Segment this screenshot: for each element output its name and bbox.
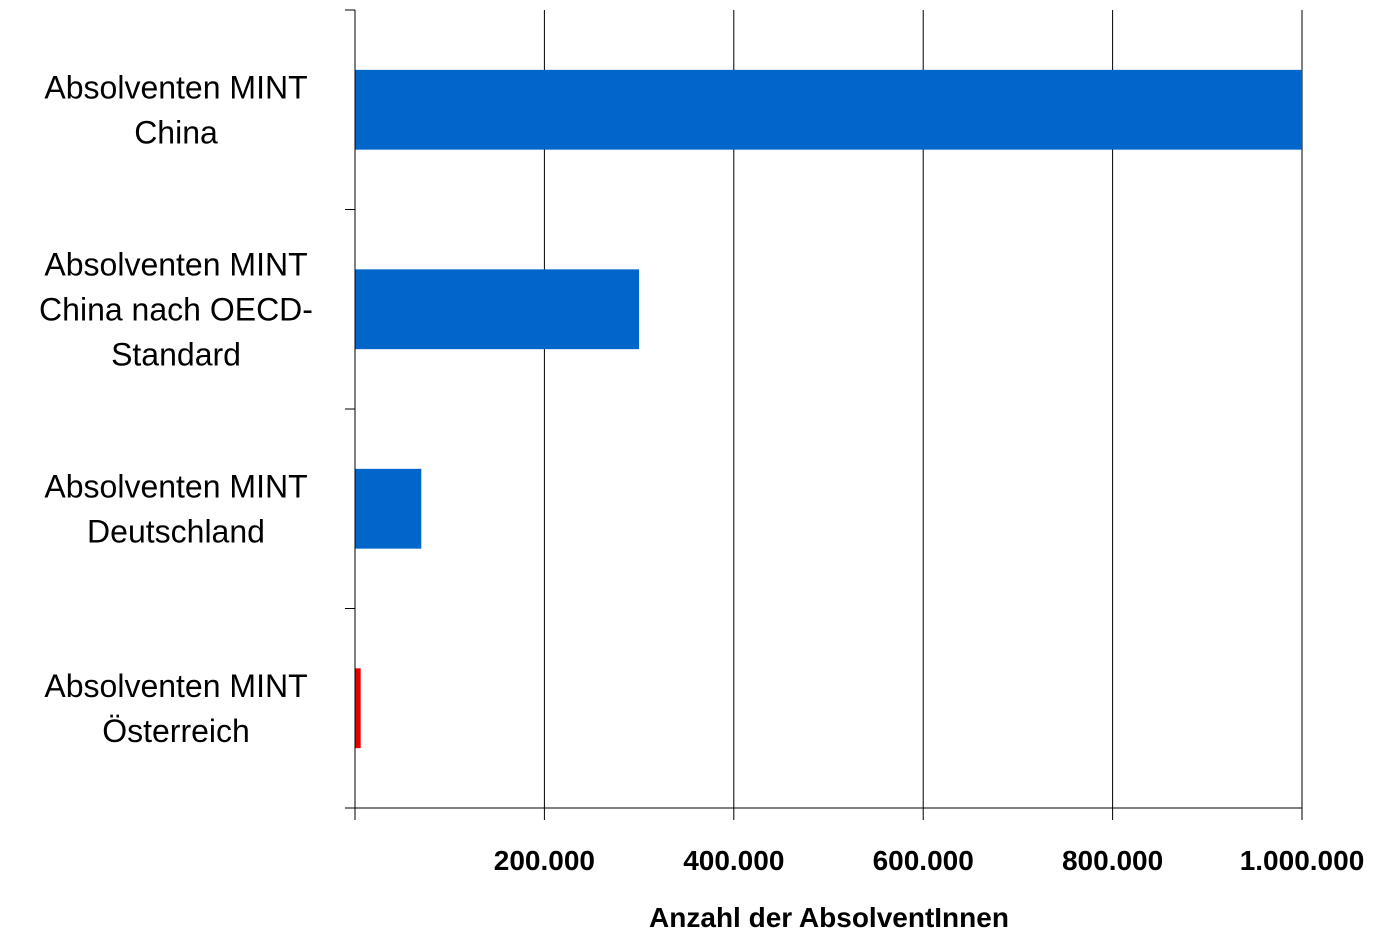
category-labels: Absolventen MINT China Absolventen MINT Chi…: [39, 69, 313, 749]
category-label-line: China nach OECD-: [39, 291, 313, 327]
category-label-line: Deutschland: [87, 513, 265, 549]
bar-0: [355, 69, 1302, 150]
axes: [345, 9, 1303, 820]
category-label-1: Absolventen MINT China nach OECD- Standard: [39, 246, 313, 372]
category-label-2: Absolventen MINT Deutschland: [44, 468, 307, 549]
x-tick-labels: 200.000 400.000 600.000 800.000 1.000.000: [494, 845, 1364, 876]
category-label-line: Absolventen MINT: [44, 246, 307, 282]
x-tick-label-0: 200.000: [494, 845, 595, 876]
category-label-line: Absolventen MINT: [44, 69, 307, 105]
category-label-0: Absolventen MINT China: [44, 69, 307, 150]
bars: [355, 69, 1302, 749]
category-label-3: Absolventen MINT Österreich: [44, 668, 307, 749]
category-label-line: Absolventen MINT: [44, 468, 307, 504]
category-label-line: Österreich: [102, 713, 250, 749]
x-axis-title: Anzahl der AbsolventInnen: [649, 902, 1009, 932]
x-tick-label-2: 600.000: [873, 845, 974, 876]
bar-1: [355, 269, 640, 350]
category-label-line: China: [134, 114, 218, 150]
x-tick-label-3: 800.000: [1062, 845, 1163, 876]
bar-3: [355, 668, 361, 749]
category-label-line: Standard: [111, 336, 241, 372]
x-tick-label-1: 400.000: [683, 845, 784, 876]
category-label-line: Absolventen MINT: [44, 668, 307, 704]
bar-2: [355, 468, 422, 549]
x-tick-label-4: 1.000.000: [1240, 845, 1365, 876]
